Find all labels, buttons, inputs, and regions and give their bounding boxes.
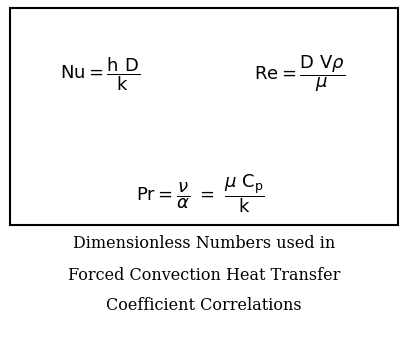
Text: $\mathsf{Re} = \dfrac{\mathsf{D\ V}\rho}{\mu}$: $\mathsf{Re} = \dfrac{\mathsf{D\ V}\rho}… xyxy=(255,54,346,94)
Text: $\mathsf{Nu} = \dfrac{\mathsf{h\ D}}{\mathsf{k}}$: $\mathsf{Nu} = \dfrac{\mathsf{h\ D}}{\ma… xyxy=(60,55,140,93)
Text: Dimensionless Numbers used in: Dimensionless Numbers used in xyxy=(73,236,335,252)
Text: Forced Convection Heat Transfer: Forced Convection Heat Transfer xyxy=(68,268,340,284)
Bar xyxy=(10,8,398,225)
Text: Coefficient Correlations: Coefficient Correlations xyxy=(106,298,302,314)
Text: $\mathsf{Pr} = \dfrac{\nu}{\alpha}\ =\ \dfrac{\mu\ \mathsf{C_p}}{\mathsf{k}}$: $\mathsf{Pr} = \dfrac{\nu}{\alpha}\ =\ \… xyxy=(135,173,264,215)
